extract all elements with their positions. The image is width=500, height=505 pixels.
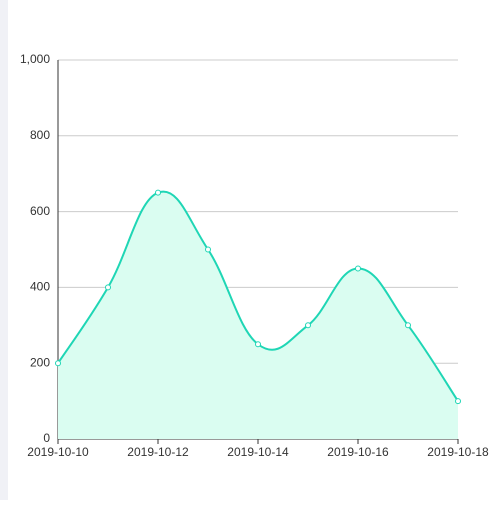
point <box>355 265 361 272</box>
point <box>55 360 61 367</box>
point <box>405 322 411 329</box>
point <box>255 341 261 348</box>
y-tick-label: 0 <box>43 431 50 445</box>
point <box>455 398 461 405</box>
x-tick-label: 2019-10-18 <box>427 445 489 459</box>
y-tick-label: 1,000 <box>20 52 50 66</box>
y-tick-label: 800 <box>30 128 50 142</box>
x-tick-label: 2019-10-16 <box>327 445 389 459</box>
y-tick-label: 400 <box>30 280 50 294</box>
x-tick-label: 2019-10-14 <box>227 445 289 459</box>
point <box>305 322 311 329</box>
y-tick-label: 200 <box>30 355 50 369</box>
side-strip <box>0 0 8 500</box>
y-tick-label: 600 <box>30 204 50 218</box>
point <box>155 189 161 196</box>
x-tick-label: 2019-10-10 <box>27 445 89 459</box>
line <box>57 190 459 402</box>
x-tick-label: 2019-10-12 <box>127 445 189 459</box>
point <box>205 246 211 253</box>
point <box>105 284 111 291</box>
area <box>58 191 458 439</box>
